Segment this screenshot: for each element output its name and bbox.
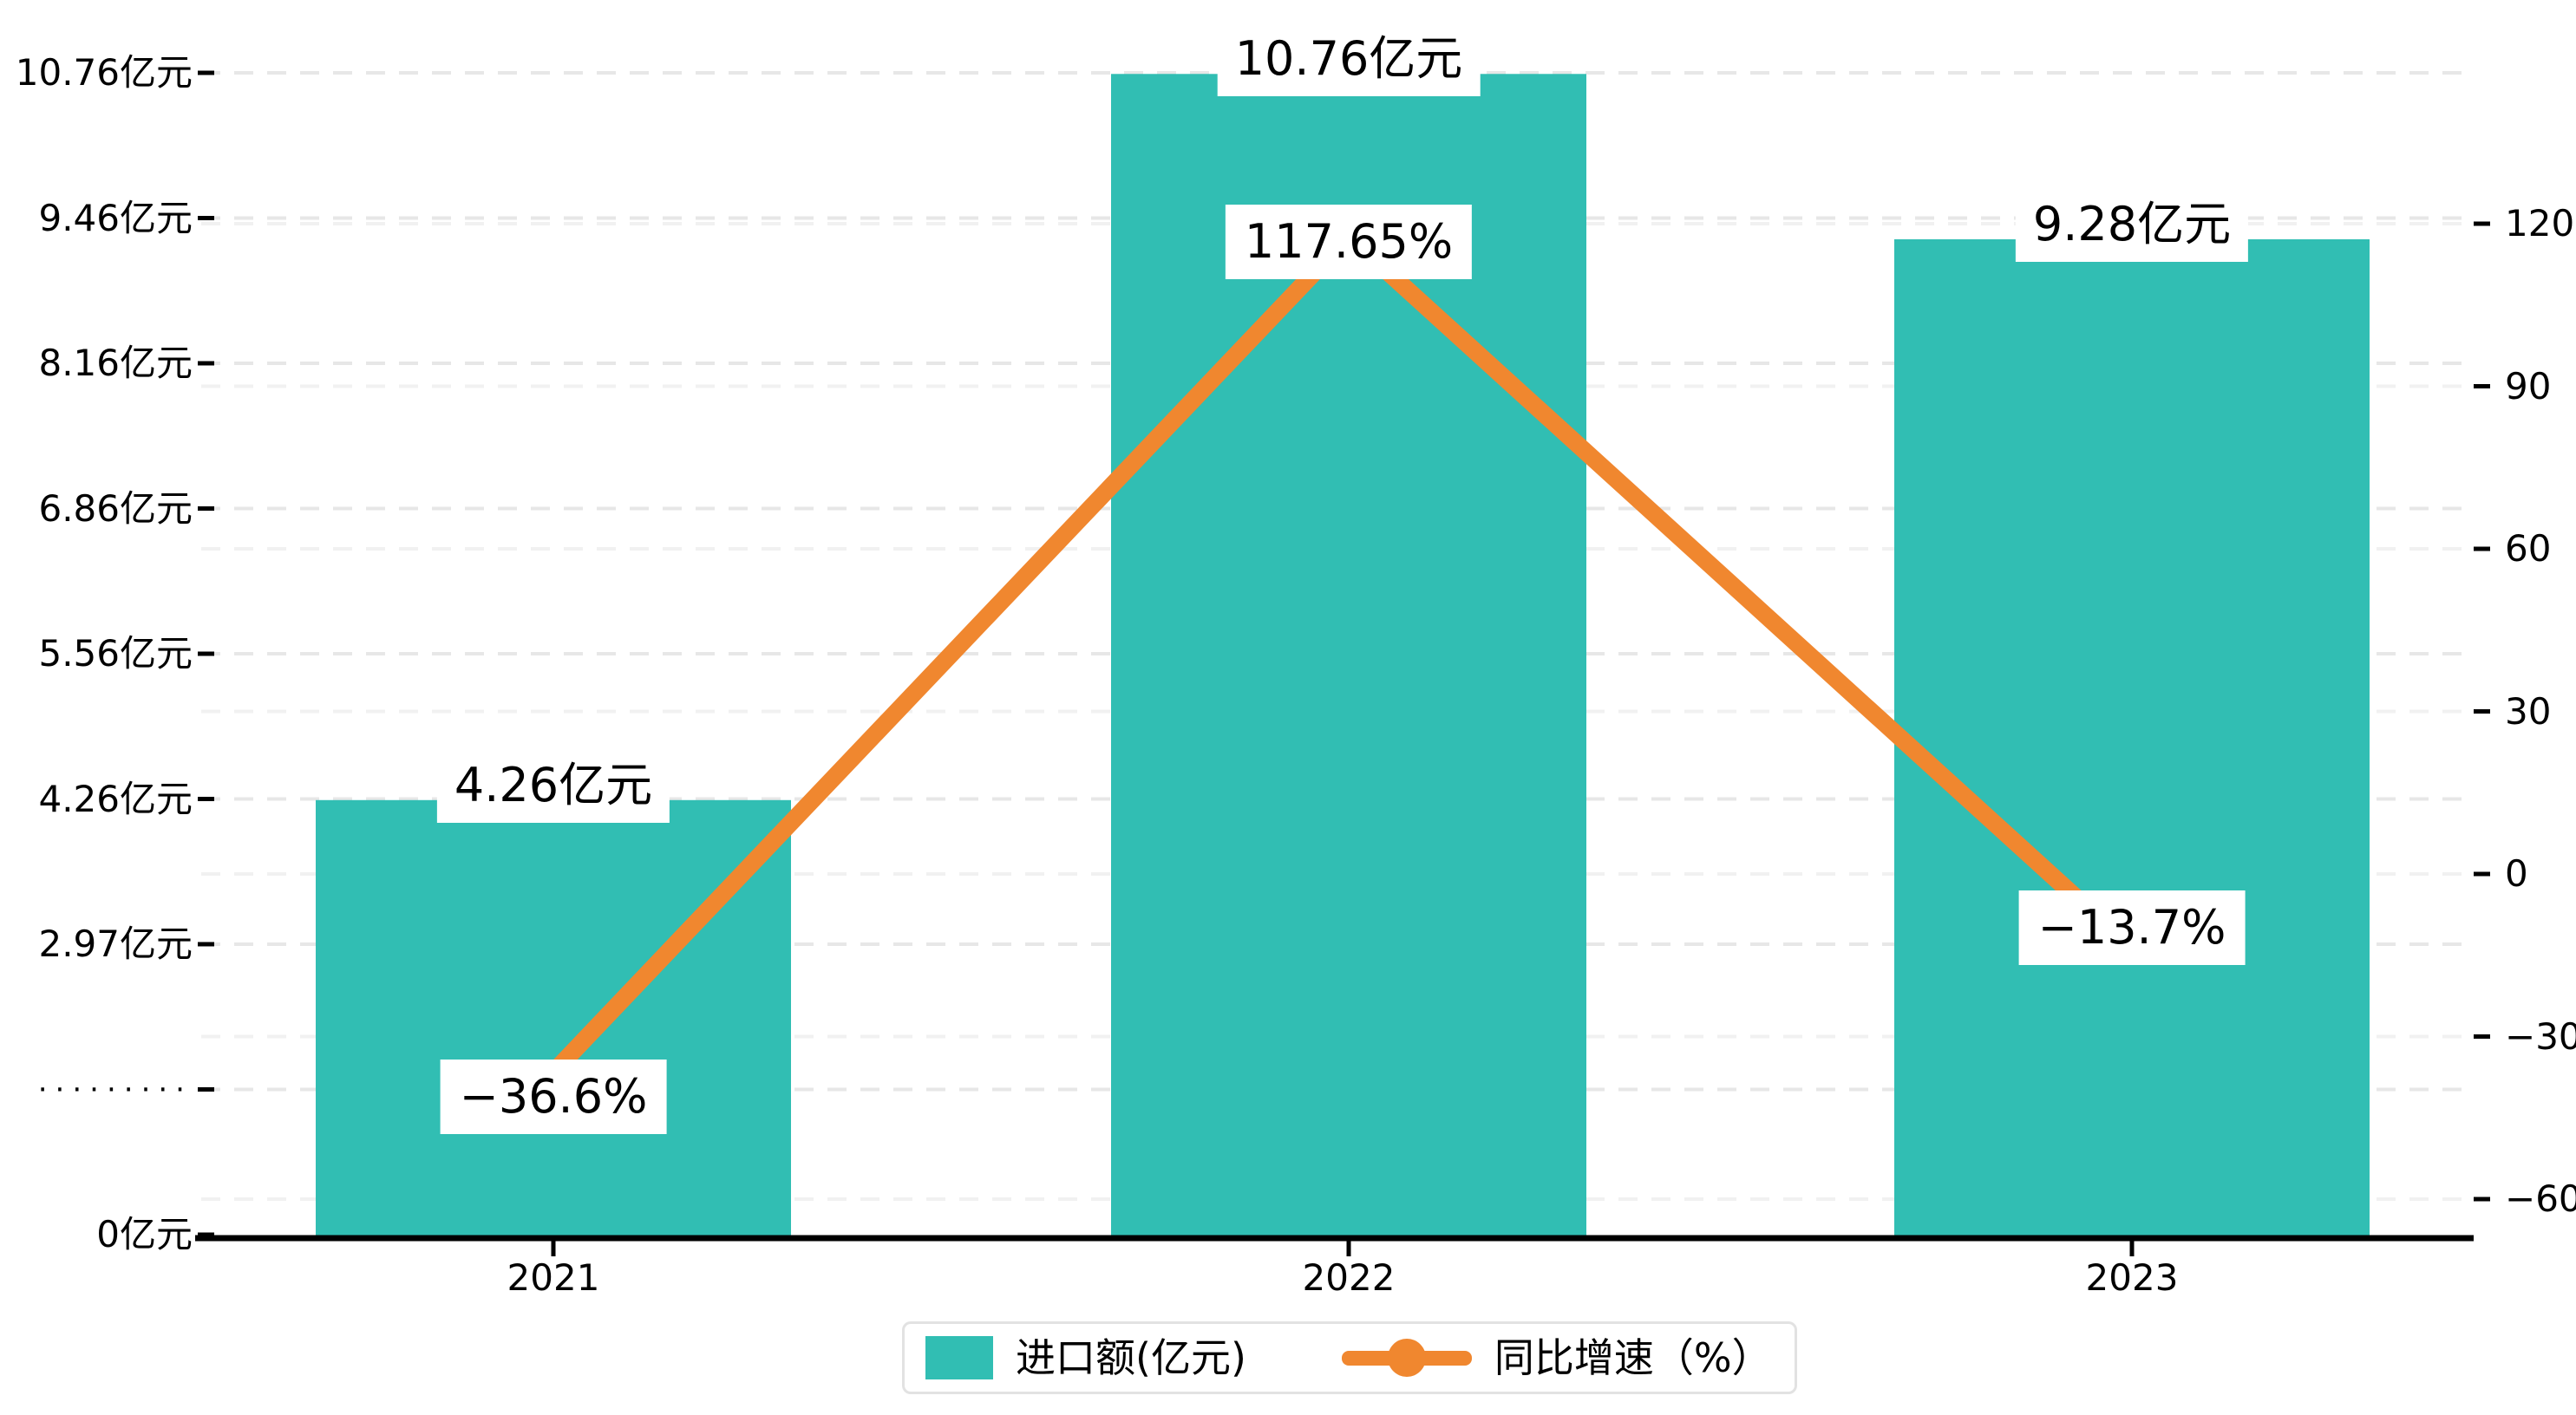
bar-2023[interactable] [1894, 238, 2370, 1236]
legend-item-growth-rate[interactable]: 同比增速（%） [1341, 1334, 1772, 1381]
left-axis-label: 6.86亿元 [38, 486, 193, 530]
bar-series-swatch-icon [925, 1336, 993, 1379]
growth-value-label: 117.65% [1225, 204, 1473, 279]
legend-label-growth-rate: 同比增速（%） [1494, 1334, 1772, 1381]
right-axis-label: 90 [2505, 364, 2552, 408]
axes [195, 70, 2490, 1256]
growth-value-label: −13.7% [2018, 890, 2246, 965]
x-axis-label-2022: 2022 [1302, 1256, 1396, 1299]
right-axis-label: 120 [2505, 202, 2575, 245]
bar-series [316, 74, 2370, 1236]
x-axis-label-2021: 2021 [507, 1256, 600, 1299]
left-axis-label: 8.16亿元 [38, 342, 193, 384]
legend-item-import-value[interactable]: 进口额(亿元) [925, 1335, 1246, 1380]
bar-value-label: 4.26亿元 [436, 747, 670, 823]
left-axis-label: 0亿元 [96, 1213, 193, 1255]
growth-value-label: −36.6% [440, 1059, 667, 1134]
right-axis-label: 30 [2505, 689, 2552, 733]
left-axis-label: 5.56亿元 [38, 632, 193, 675]
left-axis-label: ········· [37, 1072, 193, 1107]
right-axis-label: −60 [2505, 1177, 2576, 1220]
right-axis-label: −30 [2505, 1014, 2576, 1058]
bar-value-label: 9.28亿元 [2015, 186, 2249, 262]
left-axis-label: 9.46亿元 [38, 196, 193, 239]
left-axis-label: 10.76亿元 [15, 51, 193, 94]
line-series-marker-icon [1341, 1335, 1472, 1380]
x-axis-label-2023: 2023 [2085, 1256, 2179, 1299]
left-axis-label: 2.97亿元 [38, 923, 193, 965]
bar-value-label: 10.76亿元 [1217, 22, 1481, 97]
bar-2021[interactable] [316, 799, 791, 1236]
right-axis-label: 60 [2505, 527, 2552, 570]
legend: 进口额(亿元) 同比增速（%） [902, 1321, 1797, 1394]
legend-label-import-value: 进口额(亿元) [1016, 1334, 1246, 1381]
right-axis-label: 0 [2505, 852, 2528, 895]
left-axis-label: 4.26亿元 [38, 777, 193, 820]
